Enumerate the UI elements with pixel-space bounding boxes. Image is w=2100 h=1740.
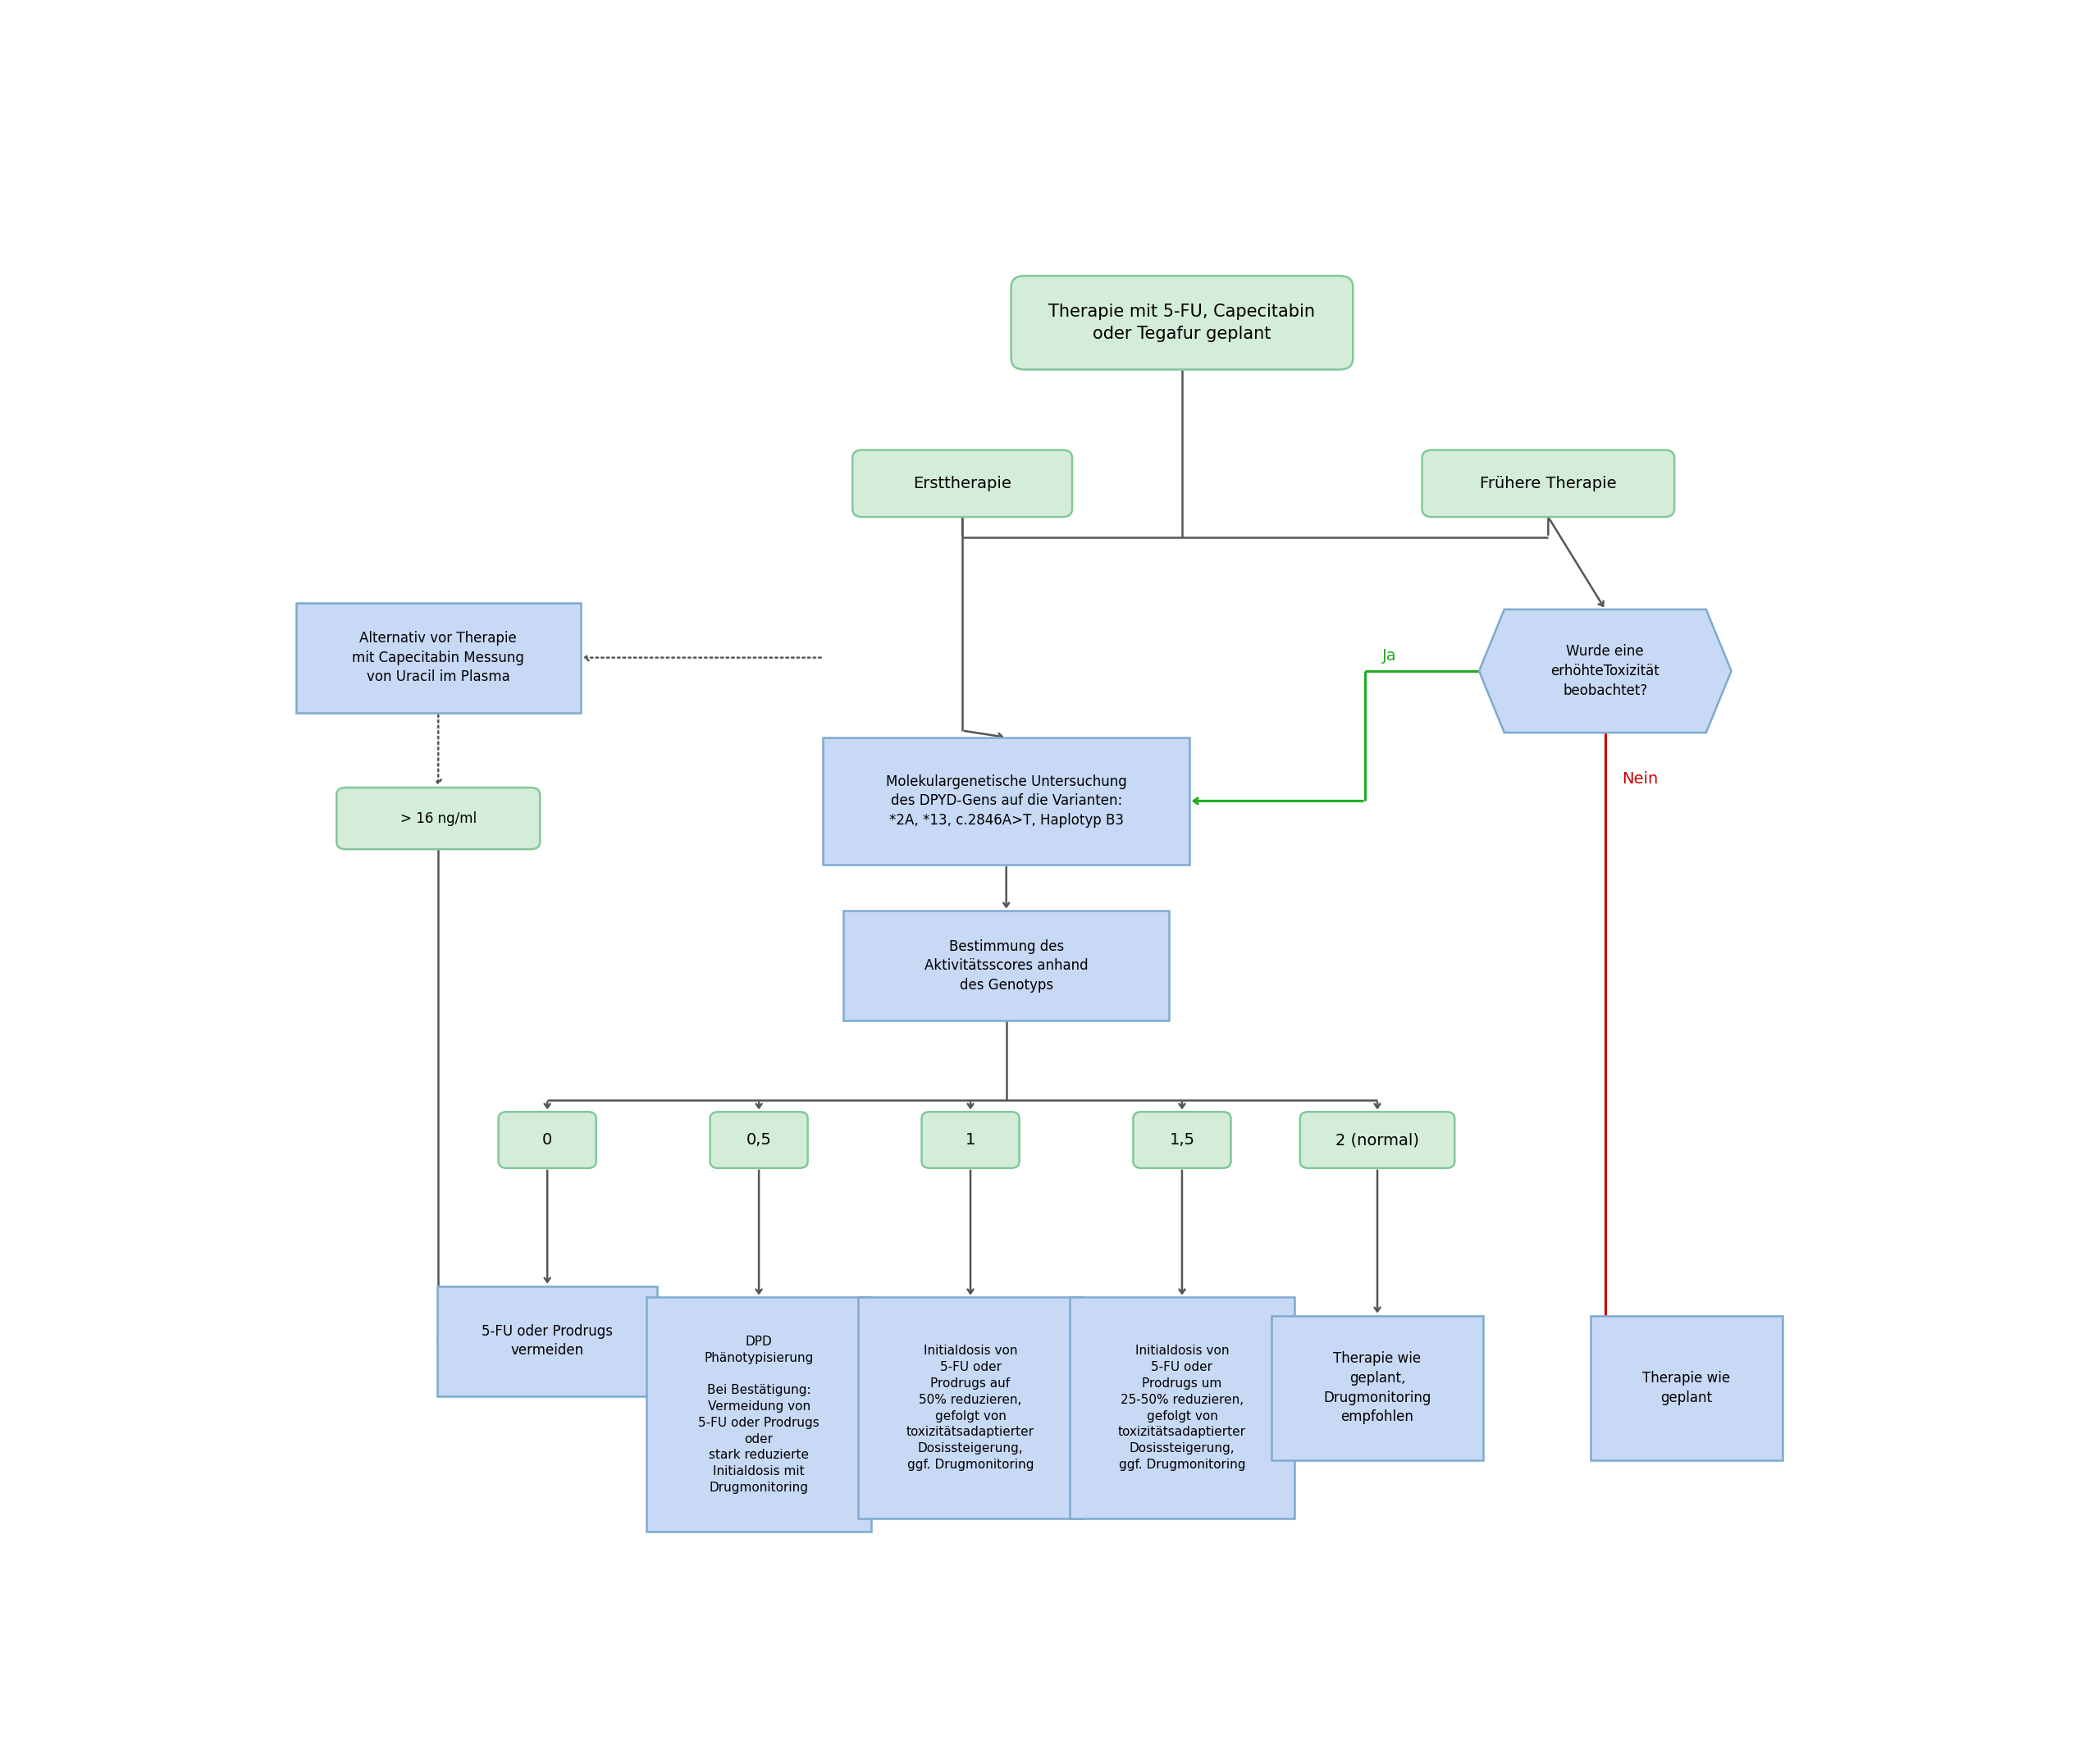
Text: DPD
Phänotypisierung

Bei Bestätigung:
Vermeidung von
5-FU oder Prodrugs
oder
st: DPD Phänotypisierung Bei Bestätigung: Ve… <box>699 1335 819 1495</box>
FancyBboxPatch shape <box>1422 451 1674 517</box>
Bar <box>1590 1315 1783 1460</box>
Text: Bestimmung des
Aktivitätsscores anhand
des Genotyps: Bestimmung des Aktivitätsscores anhand d… <box>924 940 1088 992</box>
Text: Frühere Therapie: Frühere Therapie <box>1480 475 1617 491</box>
Bar <box>844 910 1170 1021</box>
Bar <box>647 1298 872 1531</box>
Bar <box>437 1286 657 1395</box>
FancyBboxPatch shape <box>1134 1112 1231 1168</box>
FancyBboxPatch shape <box>922 1112 1018 1168</box>
FancyBboxPatch shape <box>710 1112 808 1168</box>
FancyBboxPatch shape <box>498 1112 596 1168</box>
Bar <box>1069 1298 1294 1519</box>
Bar <box>296 602 582 713</box>
FancyBboxPatch shape <box>1012 275 1352 369</box>
Text: Initialdosis von
5-FU oder
Prodrugs auf
50% reduzieren,
gefolgt von
toxizitätsad: Initialdosis von 5-FU oder Prodrugs auf … <box>907 1345 1035 1470</box>
Text: 1,5: 1,5 <box>1170 1133 1195 1148</box>
FancyBboxPatch shape <box>336 788 540 849</box>
FancyBboxPatch shape <box>853 451 1073 517</box>
FancyBboxPatch shape <box>1300 1112 1455 1168</box>
Text: Therapie wie
geplant,
Drugmonitoring
empfohlen: Therapie wie geplant, Drugmonitoring emp… <box>1323 1352 1432 1425</box>
Text: Therapie mit 5-FU, Capecitabin
oder Tegafur geplant: Therapie mit 5-FU, Capecitabin oder Tega… <box>1048 304 1315 341</box>
Text: Molekulargenetische Untersuchung
des DPYD-Gens auf die Varianten:
*2A, *13, c.28: Molekulargenetische Untersuchung des DPY… <box>886 774 1128 828</box>
Bar <box>823 738 1189 865</box>
Text: 5-FU oder Prodrugs
vermeiden: 5-FU oder Prodrugs vermeiden <box>481 1324 613 1357</box>
Text: 0: 0 <box>542 1133 552 1148</box>
Text: Wurde eine
erhöhteToxizität
beobachtet?: Wurde eine erhöhteToxizität beobachtet? <box>1550 644 1659 698</box>
Text: > 16 ng/ml: > 16 ng/ml <box>401 811 477 826</box>
Text: Therapie wie
geplant: Therapie wie geplant <box>1642 1371 1730 1404</box>
Text: Ja: Ja <box>1382 647 1396 663</box>
Bar <box>1273 1315 1483 1460</box>
Text: Initialdosis von
5-FU oder
Prodrugs um
25-50% reduzieren,
gefolgt von
toxizitäts: Initialdosis von 5-FU oder Prodrugs um 2… <box>1117 1345 1245 1470</box>
Bar <box>859 1298 1084 1519</box>
Text: 1: 1 <box>966 1133 977 1148</box>
Text: Ersttherapie: Ersttherapie <box>913 475 1012 491</box>
Text: Nein: Nein <box>1621 771 1657 786</box>
Text: 2 (normal): 2 (normal) <box>1336 1133 1420 1148</box>
Text: 0,5: 0,5 <box>746 1133 771 1148</box>
Text: Alternativ vor Therapie
mit Capecitabin Messung
von Uracil im Plasma: Alternativ vor Therapie mit Capecitabin … <box>353 632 525 684</box>
Polygon shape <box>1478 609 1730 733</box>
